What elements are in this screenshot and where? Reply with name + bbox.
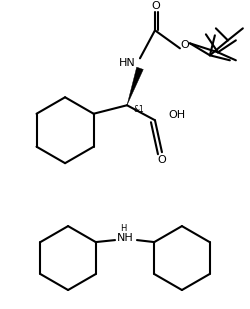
Text: HN: HN [118,58,135,68]
Text: OH: OH [168,110,186,120]
Text: O: O [180,40,189,50]
Text: &1: &1 [134,105,145,114]
Text: H: H [120,224,126,233]
Polygon shape [127,67,143,105]
Text: O: O [158,155,166,165]
Text: NH: NH [117,233,134,243]
Text: O: O [152,1,160,11]
